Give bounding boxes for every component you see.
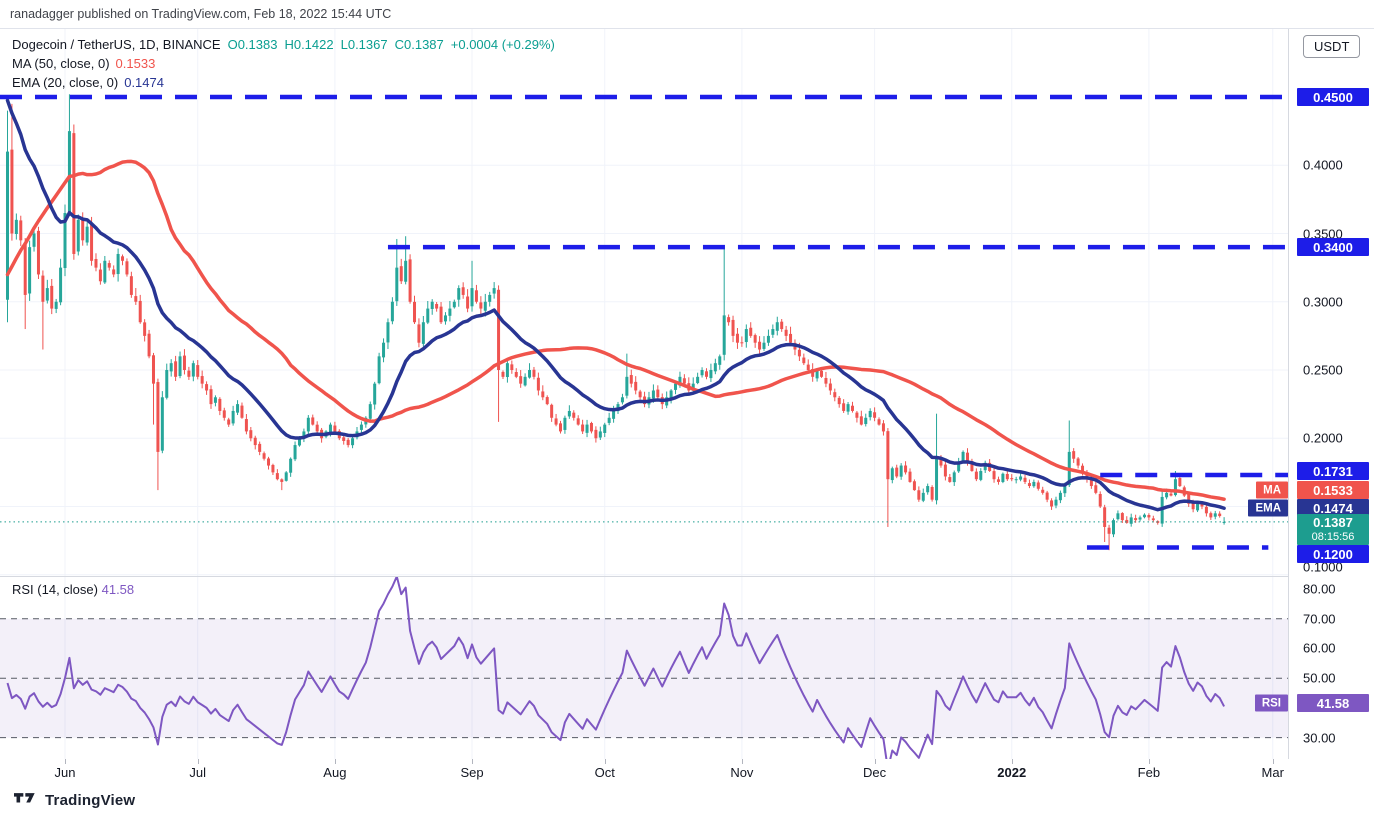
price-pane[interactable] xyxy=(0,29,1288,576)
level-price-badge: 0.1200 xyxy=(1297,545,1369,563)
ema-value-badge: 0.1474 xyxy=(1297,499,1369,517)
ohlc-value: L0.1367 xyxy=(340,37,388,52)
time-axis-tick xyxy=(472,759,474,764)
time-axis-label: Feb xyxy=(1137,765,1161,780)
time-axis-label: 2022 xyxy=(997,765,1027,780)
price-tick-label: 0.3000 xyxy=(1303,294,1343,310)
time-axis-tick xyxy=(1272,759,1274,764)
time-axis[interactable]: Jun Jul Aug Sep Oct Nov Dec 2022 Feb Mar xyxy=(0,759,1374,785)
time-axis-tick xyxy=(334,759,336,764)
symbol-title: Dogecoin / TetherUS, 1D, BINANCE xyxy=(12,37,221,52)
time-axis-label: Oct xyxy=(594,765,615,780)
ma-chip: MA xyxy=(1256,481,1288,499)
rsi-tick-label: 50.00 xyxy=(1303,670,1336,686)
time-axis-label: Sep xyxy=(460,765,484,780)
rsi-value-badge: 41.58 xyxy=(1297,694,1369,713)
ohlc-value: +0.0004 (+0.29%) xyxy=(450,37,555,52)
price-axis[interactable]: USDT 0.4000 0.3500 0.3000 0.2500 0.2000 0.100… xyxy=(1288,29,1374,785)
level-price-badge: 0.3400 xyxy=(1297,238,1369,257)
ohlc-value: C0.1387 xyxy=(394,37,444,52)
rsi-legend-value: 41.58 xyxy=(101,582,135,597)
rsi-tick-label: 60.00 xyxy=(1303,640,1336,656)
time-axis-tick xyxy=(874,759,876,764)
time-axis-label: Dec xyxy=(863,765,887,780)
ema-legend-label: EMA (20, close, 0) xyxy=(12,75,119,90)
price-tick-label: 0.2500 xyxy=(1303,362,1343,378)
time-axis-tick xyxy=(1011,759,1013,764)
time-axis-tick xyxy=(741,759,743,764)
ohlc-value: O0.1383 xyxy=(227,37,278,52)
time-axis-tick xyxy=(197,759,199,764)
price-chart-svg xyxy=(0,29,1288,576)
time-axis-label: Mar xyxy=(1261,765,1284,780)
ema-legend-value: 0.1474 xyxy=(124,75,164,90)
rsi-chip: RSI xyxy=(1254,694,1288,712)
time-axis-label: Nov xyxy=(730,765,754,780)
rsi-tick-label: 30.00 xyxy=(1303,730,1336,746)
bar-countdown: 08:15:56 xyxy=(1311,531,1355,543)
rsi-legend-label: RSI (14, close) xyxy=(12,582,98,597)
attribution-text: ranadagger published on TradingView.com,… xyxy=(10,7,392,21)
time-axis-tick xyxy=(65,759,66,764)
rsi-pane[interactable] xyxy=(0,576,1288,759)
rsi-line xyxy=(6,576,1225,759)
tradingview-logo-text: TradingView xyxy=(45,792,136,809)
ma-50-line xyxy=(5,159,1226,501)
level-price-badge: 0.4500 xyxy=(1297,88,1369,106)
currency-toggle-button[interactable]: USDT xyxy=(1303,35,1361,58)
symbol-legend: Dogecoin / TetherUS, 1D, BINANCE O0.1383 H… xyxy=(12,35,555,92)
price-tick-label: 0.2000 xyxy=(1303,430,1343,446)
time-axis-label: Aug xyxy=(323,765,347,780)
price-tick-label: 0.3500 xyxy=(1303,226,1343,241)
rsi-tick-label: 70.00 xyxy=(1303,611,1336,627)
price-tick-label: 0.4000 xyxy=(1303,157,1343,173)
ema-20-line xyxy=(5,98,1226,512)
ma-legend-label: MA (50, close, 0) xyxy=(12,56,110,71)
rsi-tick-label: 80.00 xyxy=(1303,581,1336,597)
time-axis-label: Jun xyxy=(54,765,76,780)
pane-separator[interactable] xyxy=(0,576,1374,577)
price-tick-label: 0.1000 xyxy=(1303,559,1343,575)
last-price-value: 0.1387 xyxy=(1313,515,1353,530)
ohlc-value: H0.1422 xyxy=(284,37,334,52)
time-axis-tick xyxy=(604,759,606,764)
ohlc-values: O0.1383 H0.1422 L0.1367 C0.1387 +0.0004 (+0.… xyxy=(221,37,555,52)
ema-chip: EMA xyxy=(1248,499,1288,517)
chart-frame: Dogecoin / TetherUS, 1D, BINANCE O0.1383 H… xyxy=(0,28,1374,785)
rsi-legend: RSI (14, close) 41.58 xyxy=(12,582,134,597)
tradingview-logo-icon xyxy=(14,793,38,808)
time-axis-tick xyxy=(1148,759,1150,764)
time-axis-label: Jul xyxy=(189,765,207,780)
last-price-badge: 0.1387 08:15:56 xyxy=(1297,514,1369,545)
ma-value-badge: 0.1533 xyxy=(1297,481,1369,499)
ma-legend-value: 0.1533 xyxy=(115,56,156,71)
rsi-chart-svg xyxy=(0,576,1288,759)
tradingview-branding[interactable]: TradingView xyxy=(14,792,135,809)
level-price-badge: 0.1731 xyxy=(1297,462,1369,480)
